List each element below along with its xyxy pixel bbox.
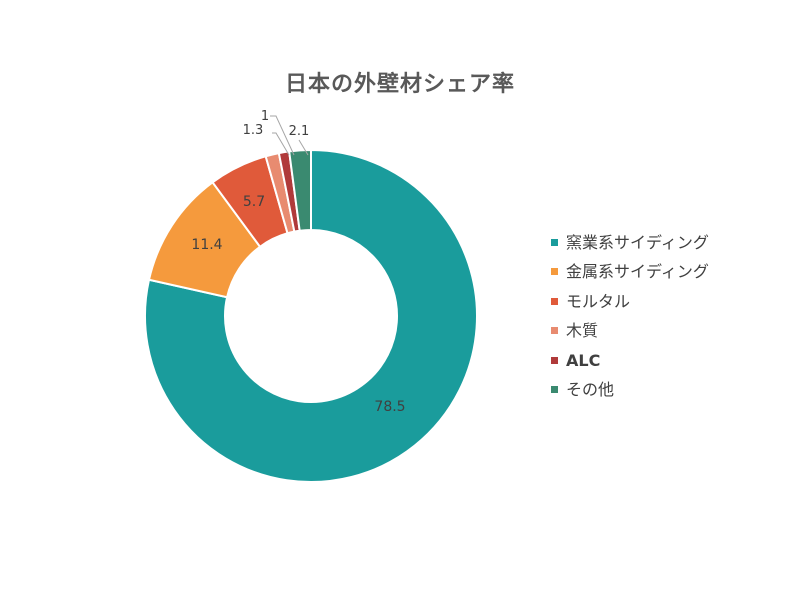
legend-label: モルタル	[566, 291, 631, 311]
slice-ceramic-siding	[144, 148, 478, 483]
data-label-ceramic-siding: 78.5	[374, 399, 405, 415]
leader-line-wood	[272, 132, 290, 156]
legend-label: その他	[566, 379, 615, 399]
chart-title: 日本の外壁材シェア率	[284, 72, 515, 97]
legend-swatch	[551, 327, 558, 335]
legend-swatch	[551, 356, 558, 364]
legend-swatch	[551, 385, 558, 393]
data-label-other: 2.1	[289, 124, 310, 139]
legend-item-ceramic-siding: 窯業系サイディング	[551, 228, 791, 257]
legend-label: 金属系サイディング	[566, 262, 709, 282]
leader-line-alc	[270, 115, 295, 156]
data-label-metal-siding: 11.4	[191, 237, 222, 253]
slice-other	[288, 148, 312, 232]
legend-label: 窯業系サイディング	[566, 233, 709, 252]
legend-swatch	[551, 268, 558, 276]
legend-item-mortar: モルタル	[551, 287, 791, 316]
legend-item-other: その他	[551, 375, 791, 404]
legend-label: ALC	[566, 350, 601, 370]
data-label-wood: 1.3	[243, 123, 264, 138]
data-label-mortar: 5.7	[243, 194, 265, 210]
legend-item-wood: 木質	[551, 316, 791, 345]
legend-swatch	[551, 297, 558, 305]
legend-item-alc: ALC	[551, 346, 791, 375]
legend: 窯業系サイディング 金属系サイディング モルタル木質 ALC その他	[551, 228, 791, 404]
data-label-alc: 1	[261, 109, 269, 124]
leader-line-other	[298, 139, 309, 156]
legend-item-metal-siding: 金属系サイディング	[551, 257, 791, 286]
legend-label: 木質	[566, 321, 599, 341]
legend-swatch	[551, 239, 558, 246]
